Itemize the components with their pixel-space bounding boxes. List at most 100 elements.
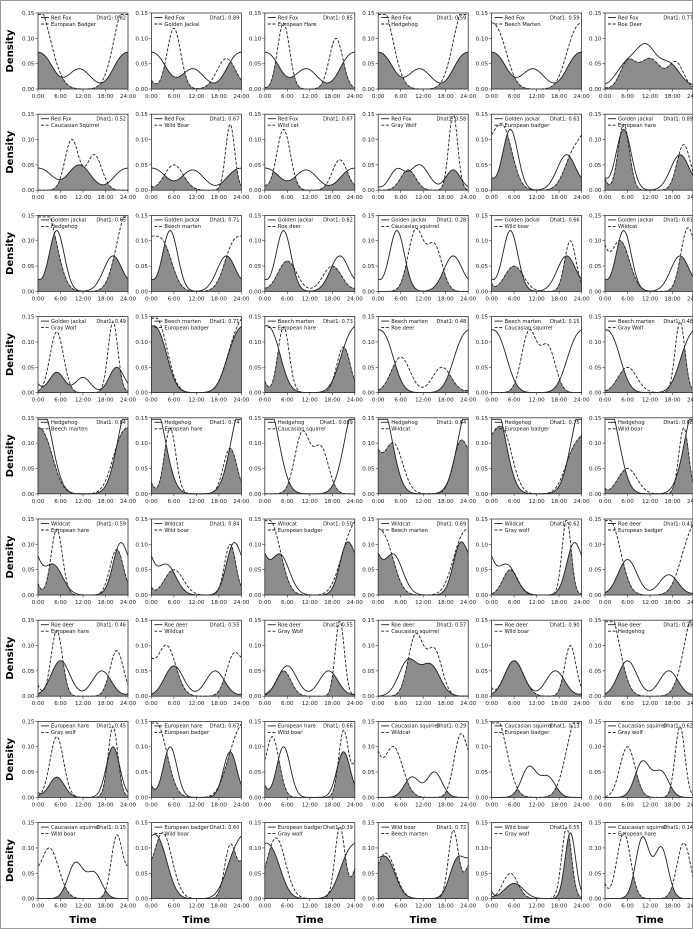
y-tick-label: 0.05 bbox=[22, 770, 35, 776]
x-tick-label: 18:00 bbox=[324, 904, 341, 910]
y-tick-label: 0.10 bbox=[135, 846, 148, 852]
x-tick-label: 24:00 bbox=[687, 600, 693, 606]
x-tick-label: 12:00 bbox=[302, 94, 319, 100]
y-tick-label: 0.10 bbox=[135, 36, 148, 42]
legend-species-b: Caucasian squirrel bbox=[278, 427, 326, 433]
series-line-dashed bbox=[378, 632, 469, 697]
x-tick-label: 18:00 bbox=[438, 600, 455, 606]
legend-species-a: Hedgehog bbox=[278, 420, 305, 426]
dhat-label: Dhat1: 0.82 bbox=[323, 218, 353, 224]
y-tick-label: 0.00 bbox=[589, 795, 602, 801]
y-tick-label: 0.00 bbox=[476, 188, 489, 194]
y-tick-label: 0.00 bbox=[476, 694, 489, 700]
x-tick-label: 12:00 bbox=[415, 600, 432, 606]
y-axis-label: Density bbox=[5, 130, 16, 173]
y-tick-label: 0.05 bbox=[476, 365, 489, 371]
y-tick-label: 0.15 bbox=[22, 719, 35, 725]
x-tick-label: 24:00 bbox=[233, 94, 250, 100]
dhat-label: Dhat1: 0.46 bbox=[96, 623, 126, 629]
legend-species-b: Gray wolf bbox=[278, 831, 303, 837]
x-tick-label: 12:00 bbox=[302, 600, 319, 606]
x-tick-label: 18:00 bbox=[211, 195, 228, 201]
x-tick-label: 24:00 bbox=[120, 398, 137, 404]
dhat-label: Dhat1: 0.85 bbox=[323, 15, 353, 21]
y-tick-label: 0.10 bbox=[22, 846, 35, 852]
x-tick-label: 12:00 bbox=[529, 802, 546, 808]
x-tick-label: 0:00 bbox=[485, 802, 498, 808]
x-tick-label: 0:00 bbox=[259, 398, 272, 404]
legend-species-a: Golden jackal bbox=[618, 117, 653, 123]
y-tick-label: 0.00 bbox=[362, 492, 375, 498]
series-line-dashed bbox=[378, 227, 469, 292]
dhat-label: Dhat1: 0.84 bbox=[96, 420, 126, 426]
x-tick-label: 6:00 bbox=[54, 802, 67, 808]
y-tick-label: 0.15 bbox=[362, 618, 375, 624]
dhat-label: Dhat1: 0.75 bbox=[550, 420, 580, 426]
legend-species-b: Wild boar bbox=[51, 831, 76, 837]
dhat-label: Dhat1: 0.71 bbox=[210, 218, 240, 224]
overlap-area bbox=[264, 481, 355, 495]
x-tick-label: 12:00 bbox=[188, 94, 205, 100]
legend-species-a: Golden jackal bbox=[164, 218, 199, 224]
x-tick-label: 12:00 bbox=[75, 701, 92, 707]
y-tick-label: 0.10 bbox=[589, 542, 602, 548]
x-tick-label: 24:00 bbox=[687, 802, 693, 808]
legend-species-a: Roe deer bbox=[618, 521, 642, 527]
y-tick-label: 0.15 bbox=[589, 821, 602, 827]
legend-species-b: European hare bbox=[618, 831, 656, 837]
y-tick-label: 0.00 bbox=[249, 391, 262, 397]
legend-species-b: Beech Marten bbox=[505, 22, 541, 28]
series-line-solid bbox=[264, 167, 355, 186]
legend-species-a: Golden jackal bbox=[391, 218, 426, 224]
legend-species-a: European hare bbox=[278, 724, 316, 730]
x-tick-label: 6:00 bbox=[281, 296, 294, 302]
dhat-label: Dhat1: 0.50 bbox=[323, 521, 353, 527]
legend-species-b: Golden Jackal bbox=[164, 22, 199, 28]
series-line-solid bbox=[491, 329, 582, 394]
x-tick-label: 0:00 bbox=[145, 398, 158, 404]
legend-species-a: Red Fox bbox=[278, 15, 298, 21]
x-tick-label: 18:00 bbox=[438, 904, 455, 910]
y-tick-label: 0.00 bbox=[476, 391, 489, 397]
y-tick-label: 0.15 bbox=[135, 112, 148, 118]
y-tick-label: 0.00 bbox=[589, 391, 602, 397]
overlap-area bbox=[151, 665, 242, 697]
x-tick-label: 24:00 bbox=[120, 600, 137, 606]
legend-species-a: Beech marten bbox=[618, 319, 655, 325]
y-tick-label: 0.00 bbox=[362, 87, 375, 93]
x-tick-label: 6:00 bbox=[621, 195, 634, 201]
y-axis-label: Density bbox=[5, 839, 16, 882]
y-tick-label: 0.05 bbox=[476, 770, 489, 776]
y-tick-label: 0.10 bbox=[589, 36, 602, 42]
x-tick-label: 18:00 bbox=[551, 802, 568, 808]
x-tick-label: 18:00 bbox=[211, 600, 228, 606]
legend-species-b: Gray wolf bbox=[51, 730, 76, 736]
y-tick-label: 0.05 bbox=[362, 365, 375, 371]
y-tick-label: 0.15 bbox=[22, 517, 35, 523]
y-tick-label: 0.10 bbox=[135, 542, 148, 548]
y-tick-label: 0.05 bbox=[476, 466, 489, 472]
x-tick-label: 6:00 bbox=[394, 195, 407, 201]
y-tick-label: 0.05 bbox=[22, 871, 35, 877]
y-tick-label: 0.00 bbox=[589, 188, 602, 194]
x-tick-label: 24:00 bbox=[460, 499, 477, 505]
overlap-area bbox=[604, 129, 693, 191]
x-tick-label: 12:00 bbox=[188, 600, 205, 606]
y-tick-label: 0.00 bbox=[249, 289, 262, 295]
legend-species-b: European badger bbox=[618, 528, 664, 534]
x-tick-label: 18:00 bbox=[551, 195, 568, 201]
x-tick-label: 0:00 bbox=[259, 296, 272, 302]
x-tick-label: 18:00 bbox=[324, 195, 341, 201]
y-tick-label: 0.10 bbox=[362, 239, 375, 245]
x-tick-label: 6:00 bbox=[168, 600, 181, 606]
y-tick-label: 0.15 bbox=[135, 315, 148, 321]
y-axis-label: Density bbox=[5, 737, 16, 780]
x-tick-label: 0:00 bbox=[372, 398, 385, 404]
x-tick-label: 18:00 bbox=[211, 398, 228, 404]
series-line-solid bbox=[491, 765, 582, 798]
legend-species-b: Beech marten bbox=[51, 427, 88, 433]
y-tick-label: 0.10 bbox=[22, 745, 35, 751]
x-tick-label: 24:00 bbox=[233, 600, 250, 606]
y-tick-label: 0.10 bbox=[135, 239, 148, 245]
x-tick-label: 0:00 bbox=[145, 296, 158, 302]
